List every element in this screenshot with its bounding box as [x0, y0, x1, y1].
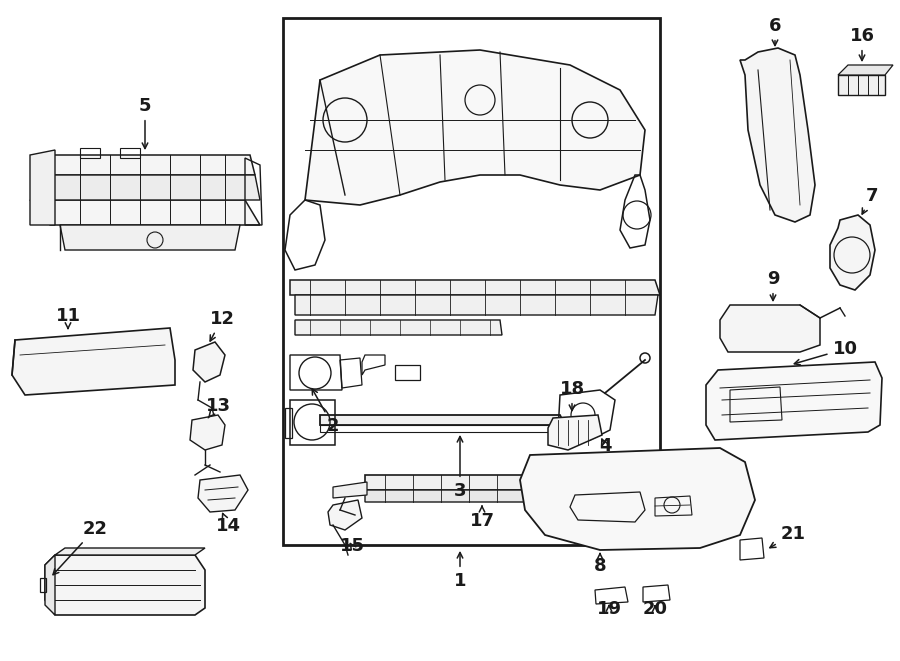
- Text: 12: 12: [210, 310, 235, 341]
- Text: 16: 16: [850, 27, 875, 61]
- Polygon shape: [365, 490, 572, 502]
- Text: 22: 22: [53, 520, 107, 574]
- Polygon shape: [60, 225, 240, 250]
- Polygon shape: [12, 328, 175, 395]
- Polygon shape: [30, 200, 260, 225]
- Text: 3: 3: [454, 436, 466, 500]
- Text: 13: 13: [205, 397, 230, 418]
- Text: 15: 15: [339, 537, 365, 555]
- Polygon shape: [328, 500, 362, 530]
- Text: 14: 14: [215, 514, 240, 535]
- Text: 21: 21: [770, 525, 806, 548]
- Polygon shape: [720, 305, 820, 352]
- Polygon shape: [305, 50, 645, 205]
- Text: 19: 19: [597, 600, 622, 618]
- Text: 5: 5: [139, 97, 151, 149]
- Text: 9: 9: [767, 270, 779, 301]
- Polygon shape: [295, 320, 502, 335]
- Polygon shape: [838, 75, 885, 95]
- Polygon shape: [365, 475, 570, 490]
- Polygon shape: [740, 48, 815, 222]
- Polygon shape: [193, 342, 225, 382]
- Text: 10: 10: [795, 340, 858, 365]
- Text: 4: 4: [598, 437, 611, 455]
- Text: 1: 1: [454, 553, 466, 590]
- Polygon shape: [290, 280, 660, 295]
- Text: 8: 8: [594, 553, 607, 575]
- Text: 18: 18: [560, 380, 585, 410]
- Text: 6: 6: [769, 17, 781, 46]
- Text: 2: 2: [312, 389, 339, 435]
- Bar: [283, 18, 660, 545]
- Polygon shape: [190, 415, 225, 450]
- Polygon shape: [838, 65, 893, 75]
- Polygon shape: [45, 555, 55, 615]
- Polygon shape: [50, 155, 255, 175]
- Polygon shape: [520, 448, 755, 550]
- Polygon shape: [45, 555, 205, 615]
- Polygon shape: [198, 475, 248, 512]
- Text: 11: 11: [56, 307, 80, 329]
- Polygon shape: [333, 482, 367, 498]
- Polygon shape: [295, 295, 658, 315]
- Polygon shape: [55, 548, 205, 555]
- Text: 20: 20: [643, 600, 668, 618]
- Polygon shape: [30, 150, 55, 225]
- Polygon shape: [50, 175, 260, 200]
- Polygon shape: [830, 215, 875, 290]
- Polygon shape: [706, 362, 882, 440]
- Text: 17: 17: [470, 506, 494, 530]
- Polygon shape: [320, 415, 565, 425]
- Text: 7: 7: [862, 187, 878, 214]
- Polygon shape: [548, 415, 602, 450]
